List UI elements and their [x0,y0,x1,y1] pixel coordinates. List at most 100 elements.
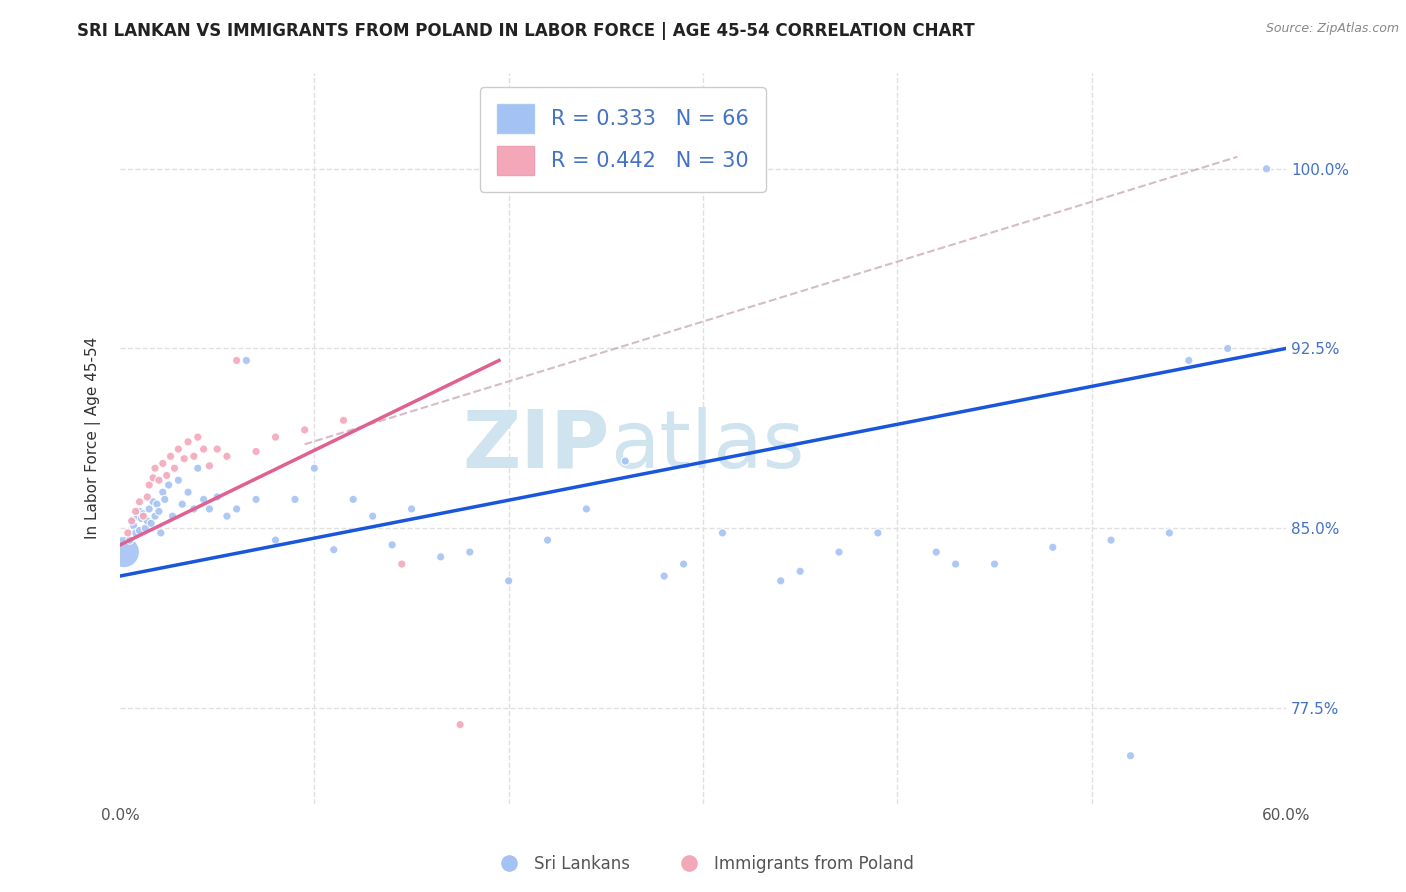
Text: Source: ZipAtlas.com: Source: ZipAtlas.com [1265,22,1399,36]
Point [828,545,851,559]
Point [245,492,267,507]
Point [235,353,257,368]
Point [294,423,316,437]
Point [136,490,159,504]
Point [152,485,174,500]
Point [183,450,205,464]
Point [139,516,162,531]
Point [672,557,695,571]
Point [187,461,209,475]
Point [1159,525,1181,540]
Point [134,521,156,535]
Point [1216,342,1239,356]
Point [225,502,247,516]
Point [138,478,160,492]
Point [429,549,451,564]
Point [198,458,221,473]
Point [132,507,155,521]
Point [121,514,143,528]
Point [167,442,190,456]
Point [711,525,734,540]
Point [361,509,384,524]
Point [117,525,139,540]
Point [769,574,792,588]
Point [132,509,155,524]
Text: ZIP: ZIP [463,407,610,484]
Point [143,461,166,475]
Point [118,533,141,548]
Point [183,502,205,516]
Point [193,492,215,507]
Point [1099,533,1122,548]
Point [177,434,200,449]
Point [1178,353,1201,368]
Point [381,538,404,552]
Point [146,497,169,511]
Point [162,509,184,524]
Point [789,564,811,578]
Point [136,514,159,528]
Point [498,574,520,588]
Point [173,451,195,466]
Point [322,542,344,557]
Point [148,473,170,487]
Point [138,502,160,516]
Point [177,485,200,500]
Point [193,442,215,456]
Point [983,557,1005,571]
Point [152,457,174,471]
Point [332,413,354,427]
Point [342,492,364,507]
Point [121,514,143,528]
Point [536,533,558,548]
Point [122,518,145,533]
Point [172,497,194,511]
Point [159,450,181,464]
Point [153,492,176,507]
Point [304,461,326,475]
Point [1256,161,1278,176]
Point [128,524,150,538]
Point [401,502,423,516]
Point [945,557,967,571]
Point [391,557,413,571]
Point [652,569,675,583]
Point [142,495,165,509]
Point [127,509,149,524]
Point [866,525,889,540]
Point [148,504,170,518]
Point [458,545,481,559]
Point [1042,541,1064,555]
Point [245,444,267,458]
Point [1119,748,1142,763]
Point [187,430,209,444]
Point [131,511,153,525]
Point [198,502,221,516]
Point [128,495,150,509]
Legend: Sri Lankans, Immigrants from Poland: Sri Lankans, Immigrants from Poland [486,848,920,880]
Point [163,461,186,475]
Point [264,430,287,444]
Point [149,525,172,540]
Point [128,504,150,518]
Point [614,454,637,468]
Point [124,504,146,518]
Text: atlas: atlas [610,407,804,484]
Point [215,509,238,524]
Point [142,471,165,485]
Legend: R = 0.333   N = 66, R = 0.442   N = 30: R = 0.333 N = 66, R = 0.442 N = 30 [481,87,766,192]
Point [215,450,238,464]
Point [225,353,247,368]
Point [167,473,190,487]
Text: SRI LANKAN VS IMMIGRANTS FROM POLAND IN LABOR FORCE | AGE 45-54 CORRELATION CHAR: SRI LANKAN VS IMMIGRANTS FROM POLAND IN … [77,22,976,40]
Point [112,545,135,559]
Point [284,492,307,507]
Point [157,478,180,492]
Point [156,468,179,483]
Point [205,442,228,456]
Point [124,525,146,540]
Point [205,490,228,504]
Point [449,717,471,731]
Point [264,533,287,548]
Y-axis label: In Labor Force | Age 45-54: In Labor Force | Age 45-54 [86,337,101,540]
